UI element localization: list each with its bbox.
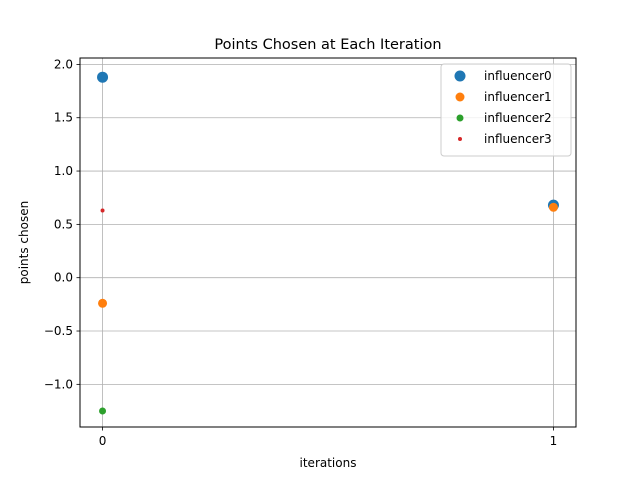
axis-ticks: −1.0 −0.5 0.0 0.5 1.0 1.5 2.0 0 1 (44, 57, 557, 448)
influencer1-point (548, 202, 558, 212)
y-tick-label: 1.5 (54, 111, 73, 125)
y-tick-label: 1.0 (54, 164, 73, 178)
grid-lines (80, 58, 576, 427)
plot-area-frame (79, 57, 577, 428)
y-tick-label: −1.0 (44, 377, 73, 391)
data-points (97, 71, 559, 415)
x-tick-label: 1 (550, 434, 558, 448)
y-tick-label: 0.0 (54, 271, 73, 285)
influencer0-point (97, 71, 109, 83)
legend-box (440, 63, 572, 157)
influencer1-point (98, 298, 108, 308)
legend-marker (455, 92, 465, 102)
y-tick-label: 2.0 (54, 57, 73, 71)
legend-label: influencer2 (484, 111, 552, 125)
x-tick-label: 0 (99, 434, 107, 448)
y-tick-label: 0.5 (54, 217, 73, 231)
y-tick-label: −0.5 (44, 324, 73, 338)
influencer3-point (100, 208, 105, 213)
x-axis-title: iterations (300, 456, 357, 470)
legend-marker (456, 114, 464, 122)
legend-marker (458, 137, 462, 141)
y-axis-title: points chosen (17, 201, 31, 284)
legend-label: influencer3 (484, 132, 552, 146)
legend-label: influencer1 (484, 90, 552, 104)
legend-marker (454, 70, 466, 82)
legend: influencer0 influencer1 influencer2 influen… (440, 63, 572, 157)
influencer2-point (99, 407, 107, 415)
legend-label: influencer0 (484, 69, 552, 83)
chart-title: Points Chosen at Each Iteration (214, 37, 441, 53)
